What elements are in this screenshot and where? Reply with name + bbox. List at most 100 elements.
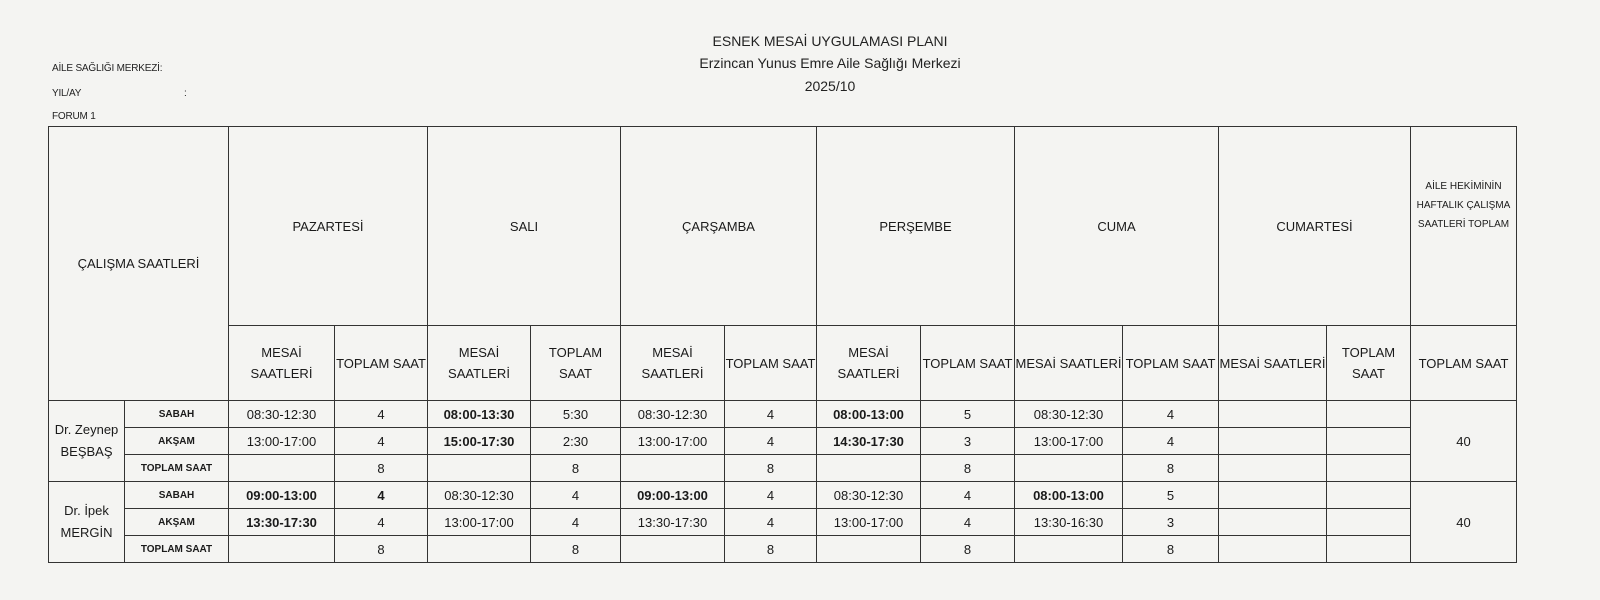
shift-hours-cell bbox=[427, 535, 531, 563]
shift-hours-cell bbox=[1218, 508, 1327, 536]
table-row: TOPLAM SAAT 8 8 8 8 8 bbox=[49, 535, 1517, 563]
shift-total-cell: 4 bbox=[334, 427, 428, 455]
shift-total-cell: 8 bbox=[1122, 454, 1219, 482]
weekly-total: 40 bbox=[1410, 400, 1517, 482]
mesai-saatleri-header: MESAİ SAATLERİ bbox=[1218, 325, 1327, 401]
toplam-saat-header: TOPLAM SAAT bbox=[724, 325, 817, 401]
day-header-row: ÇALIŞMA SAATLERİ PAZARTESİ SALI ÇARŞAMBA PER… bbox=[48, 126, 1517, 401]
shift-hours-cell bbox=[1014, 454, 1123, 482]
shift-hours-cell: 08:30-12:30 bbox=[816, 481, 921, 509]
shift-hours-cell bbox=[1014, 535, 1123, 563]
corner-label: ÇALIŞMA SAATLERİ bbox=[48, 126, 229, 401]
shift-hours-cell: 13:00-17:00 bbox=[620, 427, 725, 455]
mesai-saatleri-header: MESAİ SAATLERİ bbox=[228, 325, 335, 401]
shift-hours-cell: 08:30-12:30 bbox=[1014, 400, 1123, 428]
shift-total-cell: 2:30 bbox=[530, 427, 621, 455]
shift-label: SABAH bbox=[124, 400, 229, 428]
shift-hours-cell: 08:00-13:00 bbox=[816, 400, 921, 428]
shift-hours-cell bbox=[1218, 400, 1327, 428]
shift-hours-cell: 08:30-12:30 bbox=[620, 400, 725, 428]
shift-hours-cell bbox=[816, 535, 921, 563]
shift-total-cell: 8 bbox=[920, 454, 1015, 482]
shift-total-cell: 3 bbox=[920, 427, 1015, 455]
shift-total-cell: 4 bbox=[334, 481, 428, 509]
weekly-total: 40 bbox=[1410, 481, 1517, 563]
toplam-saat-header: TOPLAM SAAT bbox=[530, 325, 621, 401]
shift-total-cell: 4 bbox=[334, 508, 428, 536]
shift-total-cell: 4 bbox=[530, 508, 621, 536]
doctor-name: Dr. Zeynep BEŞBAŞ bbox=[48, 400, 125, 482]
mesai-saatleri-header: MESAİ SAATLERİ bbox=[620, 325, 725, 401]
shift-total-cell: 8 bbox=[1122, 535, 1219, 563]
form-label: FORUM 1 bbox=[52, 111, 96, 122]
shift-hours-cell: 13:00-17:00 bbox=[228, 427, 335, 455]
shift-hours-cell: 13:30-17:30 bbox=[620, 508, 725, 536]
mesai-saatleri-header: MESAİ SAATLERİ bbox=[427, 325, 531, 401]
shift-hours-cell: 09:00-13:00 bbox=[228, 481, 335, 509]
shift-total-cell: 4 bbox=[920, 508, 1015, 536]
shift-hours-cell bbox=[620, 535, 725, 563]
shift-hours-cell: 13:00-17:00 bbox=[427, 508, 531, 536]
schedule-table: ÇALIŞMA SAATLERİ PAZARTESİ SALI ÇARŞAMBA PER… bbox=[48, 126, 1517, 563]
shift-total-cell: 8 bbox=[920, 535, 1015, 563]
shift-label: AKŞAM bbox=[124, 427, 229, 455]
day-header: CUMARTESİ bbox=[1218, 126, 1411, 326]
shift-label: TOPLAM SAAT bbox=[124, 454, 229, 482]
shift-total-cell: 5:30 bbox=[530, 400, 621, 428]
shift-total-cell: 4 bbox=[920, 481, 1015, 509]
shift-label: AKŞAM bbox=[124, 508, 229, 536]
year-month-label: YIL/AY bbox=[52, 88, 82, 99]
shift-label: SABAH bbox=[124, 481, 229, 509]
toplam-saat-header: TOPLAM SAAT bbox=[334, 325, 428, 401]
shift-hours-cell: 08:30-12:30 bbox=[427, 481, 531, 509]
shift-hours-cell: 09:00-13:00 bbox=[620, 481, 725, 509]
center-name: Erzincan Yunus Emre Aile Sağlığı Merkezi bbox=[699, 55, 961, 71]
shift-hours-cell bbox=[620, 454, 725, 482]
shift-total-cell bbox=[1326, 481, 1411, 509]
weekly-total-header: AİLE HEKİMİNİN HAFTALIK ÇALIŞMA SAATLERİ… bbox=[1410, 126, 1517, 326]
day-header: PAZARTESİ bbox=[228, 126, 428, 326]
subheader-row: MESAİ SAATLERİ TOPLAM SAAT MESAİ SAATLERİ T… bbox=[49, 325, 1517, 401]
shift-hours-cell: 08:00-13:30 bbox=[427, 400, 531, 428]
toplam-saat-header: TOPLAM SAAT bbox=[1326, 325, 1411, 401]
shift-hours-cell: 08:00-13:00 bbox=[1014, 481, 1123, 509]
period: 2025/10 bbox=[804, 78, 856, 94]
shift-total-cell: 8 bbox=[724, 454, 817, 482]
day-header: PERŞEMBE bbox=[816, 126, 1015, 326]
shift-hours-cell bbox=[228, 454, 335, 482]
shift-total-cell: 8 bbox=[530, 535, 621, 563]
mesai-saatleri-header: MESAİ SAATLERİ bbox=[1014, 325, 1123, 401]
shift-label: TOPLAM SAAT bbox=[124, 535, 229, 563]
shift-hours-cell bbox=[816, 454, 921, 482]
shift-total-cell bbox=[1326, 535, 1411, 563]
shift-hours-cell: 13:30-17:30 bbox=[228, 508, 335, 536]
shift-hours-cell: 13:00-17:00 bbox=[1014, 427, 1123, 455]
shift-hours-cell bbox=[1218, 427, 1327, 455]
shift-total-cell bbox=[1326, 454, 1411, 482]
toplam-saat-header: TOPLAM SAAT bbox=[1122, 325, 1219, 401]
shift-total-cell: 4 bbox=[334, 400, 428, 428]
shift-hours-cell bbox=[1218, 454, 1327, 482]
year-month-colon: : bbox=[184, 88, 187, 99]
table-row: AKŞAM 13:30-17:30 4 13:00-17:00 4 13:30-17:30… bbox=[49, 508, 1517, 536]
shift-hours-cell bbox=[427, 454, 531, 482]
shift-total-cell bbox=[1326, 427, 1411, 455]
shift-total-cell: 8 bbox=[530, 454, 621, 482]
shift-total-cell: 8 bbox=[334, 535, 428, 563]
shift-total-cell bbox=[1326, 400, 1411, 428]
mesai-saatleri-header: MESAİ SAATLERİ bbox=[816, 325, 921, 401]
shift-total-cell: 5 bbox=[1122, 481, 1219, 509]
table-row: AKŞAM 13:00-17:00 4 15:00-17:30 2:30 13:00-17… bbox=[49, 427, 1517, 455]
shift-hours-cell: 13:30-16:30 bbox=[1014, 508, 1123, 536]
shift-total-cell: 4 bbox=[1122, 400, 1219, 428]
shift-total-cell: 4 bbox=[724, 481, 817, 509]
health-center-label: AİLE SAĞLIĞI MERKEZİ: bbox=[52, 63, 163, 74]
document-title: ESNEK MESAİ UYGULAMASI PLANI bbox=[712, 33, 948, 49]
table-row: Dr. Zeynep BEŞBAŞ SABAH 08:30-12:30 4 08:00-… bbox=[48, 400, 1517, 482]
shift-total-cell: 4 bbox=[724, 508, 817, 536]
shift-total-cell: 5 bbox=[920, 400, 1015, 428]
shift-total-cell bbox=[1326, 508, 1411, 536]
shift-hours-cell bbox=[1218, 535, 1327, 563]
table-row: Dr. İpek MERGİN SABAH 09:00-13:00 4 08:30-12… bbox=[48, 481, 1517, 563]
doctor-name: Dr. İpek MERGİN bbox=[48, 481, 125, 563]
